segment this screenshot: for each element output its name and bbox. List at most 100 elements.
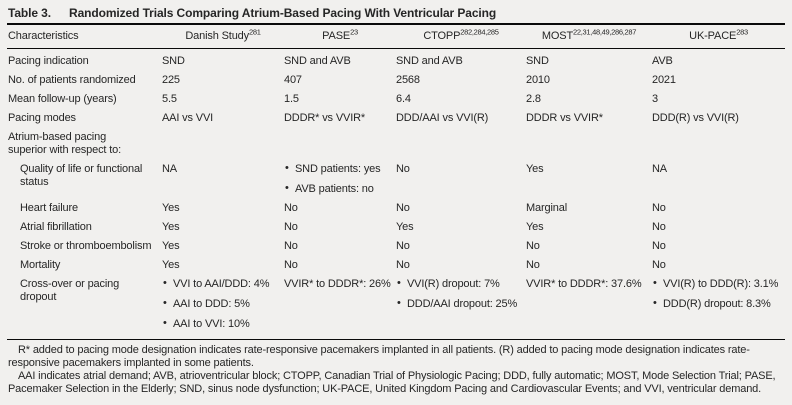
cell: No: [652, 202, 666, 214]
cell: Yes: [396, 221, 414, 233]
cell: 225: [162, 74, 180, 86]
cell: No: [284, 202, 298, 214]
row-label: Stroke or thromboembolism: [20, 240, 152, 252]
cell: Yes: [526, 221, 544, 233]
cell: SND: [526, 55, 549, 67]
table-number-label: Table 3.: [8, 6, 51, 20]
cell: Yes: [162, 259, 180, 271]
row-label: Mortality: [20, 259, 61, 271]
cell: VVI to AAI/DDD: 4% AAI to DDD: 5% AAI to…: [162, 272, 284, 331]
cell: [652, 125, 785, 157]
footnote-abbreviations: AAI indicates atrial demand; AVB, atriov…: [8, 370, 776, 395]
bullet-item: SND patients: yes: [284, 162, 393, 176]
cell: VVI(R) dropout: 7% DDD/AAI dropout: 25%: [396, 272, 526, 331]
cell: No: [396, 259, 410, 271]
cell: 3: [652, 93, 658, 105]
bullet-item: AVB patients: no: [284, 182, 393, 196]
cell: No: [526, 240, 540, 252]
cell: VVIR* to DDDR*: 26%: [284, 278, 391, 290]
cell: 2021: [652, 74, 676, 86]
table-row: Mortality Yes No No No No: [7, 253, 785, 272]
cell: No: [284, 221, 298, 233]
cell: AAI vs VVI: [162, 112, 214, 124]
reference-superscript: 22,31,48,49,286,287: [573, 27, 637, 37]
table-row: Pacing modes AAI vs VVI DDDR* vs VVIR* D…: [7, 106, 785, 125]
row-label: Atrial fibrillation: [20, 221, 92, 233]
cell: No: [396, 202, 410, 214]
cell: [526, 125, 652, 157]
row-label: Mean follow-up (years): [8, 93, 117, 105]
cell: 407: [284, 74, 302, 86]
cell: [396, 125, 526, 157]
cell: 2010: [526, 74, 550, 86]
row-label: Pacing modes: [8, 112, 76, 124]
row-label: No. of patients randomized: [8, 74, 136, 86]
reference-superscript: 23: [350, 27, 358, 37]
table-footnotes: R* added to pacing mode designation indi…: [7, 339, 785, 396]
cell: No: [396, 240, 410, 252]
cell: 2.8: [526, 93, 541, 105]
trials-comparison-table: Characteristics Danish Study281 PASE23 C…: [7, 25, 785, 331]
row-label: Quality of life or functional status: [20, 163, 143, 188]
bullet-item: VVI(R) to DDD(R): 3.1%: [652, 277, 782, 291]
cell: No: [284, 240, 298, 252]
cell: 5.5: [162, 93, 177, 105]
cell: No: [652, 240, 666, 252]
bullet-item: DDD/AAI dropout: 25%: [396, 297, 523, 311]
cell: 6.4: [396, 93, 411, 105]
bullet-item: DDD(R) dropout: 8.3%: [652, 297, 782, 311]
cell: NA: [652, 163, 667, 175]
table-row: Pacing indication SND SND and AVB SND an…: [7, 49, 785, 69]
cell: [284, 125, 396, 157]
table-row: Stroke or thromboembolism Yes No No No N…: [7, 234, 785, 253]
cell: Yes: [526, 163, 544, 175]
table-title: Randomized Trials Comparing Atrium-Based…: [69, 6, 497, 20]
cell: No: [284, 259, 298, 271]
cell: DDD(R) vs VVI(R): [652, 112, 739, 124]
cell: DDD/AAI vs VVI(R): [396, 112, 489, 124]
table-section-row: Atrium-based pacing superior with respec…: [7, 125, 785, 157]
cell: Yes: [162, 221, 180, 233]
bullet-item: VVI to AAI/DDD: 4%: [162, 277, 281, 291]
column-header-ctopp: CTOPP282,284,285: [396, 25, 526, 49]
column-header-danish-study: Danish Study281: [162, 25, 284, 49]
column-header-uk-pace: UK-PACE283: [652, 25, 785, 49]
table-row: Quality of life or functional status NA …: [7, 157, 785, 196]
cell: Marginal: [526, 202, 567, 214]
table-row: Mean follow-up (years) 5.5 1.5 6.4 2.8 3: [7, 87, 785, 106]
cell: No: [652, 221, 666, 233]
column-header-characteristics: Characteristics: [7, 25, 162, 49]
cell: SND patients: yes AVB patients: no: [284, 157, 396, 196]
cell: No: [396, 163, 410, 175]
cell: No: [526, 259, 540, 271]
cell: 1.5: [284, 93, 299, 105]
row-label: Heart failure: [20, 202, 78, 214]
cell: 2568: [396, 74, 420, 86]
cell: VVI(R) to DDD(R): 3.1% DDD(R) dropout: 8…: [652, 272, 785, 331]
cell: DDDR* vs VVIR*: [284, 112, 366, 124]
table-row: Heart failure Yes No No Marginal No: [7, 196, 785, 215]
bullet-item: VVI(R) dropout: 7%: [396, 277, 523, 291]
reference-superscript: 283: [736, 27, 748, 37]
section-row-label: Atrium-based pacing superior with respec…: [8, 131, 122, 156]
cell: No: [652, 259, 666, 271]
bullet-item: AAI to DDD: 5%: [162, 297, 281, 311]
header-row: Characteristics Danish Study281 PASE23 C…: [7, 25, 785, 49]
cell: NA: [162, 163, 177, 175]
column-header-pase: PASE23: [284, 25, 396, 49]
cell: [162, 125, 284, 157]
row-label: Pacing indication: [8, 55, 89, 67]
reference-superscript: 281: [249, 27, 261, 37]
cell: AVB: [652, 55, 673, 67]
bullet-item: AAI to VVI: 10%: [162, 317, 281, 331]
table-caption: Table 3. Randomized Trials Comparing Atri…: [7, 3, 785, 25]
footnote-rate-responsive: R* added to pacing mode designation indi…: [8, 344, 750, 369]
paper-table-page: Table 3. Randomized Trials Comparing Atri…: [0, 0, 792, 396]
cell: Yes: [162, 240, 180, 252]
cell: SND and AVB: [284, 55, 351, 67]
table-row: No. of patients randomized 225 407 2568 …: [7, 68, 785, 87]
column-header-most: MOST22,31,48,49,286,287: [526, 25, 652, 49]
table-row: Atrial fibrillation Yes No Yes Yes No: [7, 215, 785, 234]
cell: VVIR* to DDDR*: 37.6%: [526, 278, 642, 290]
cell: SND and AVB: [396, 55, 463, 67]
